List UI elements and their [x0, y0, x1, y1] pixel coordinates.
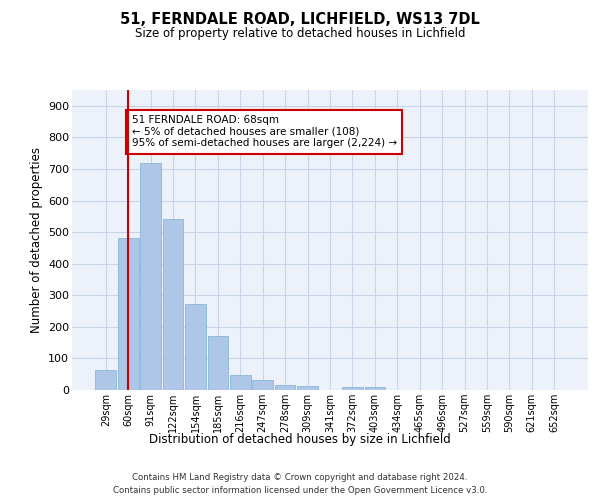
- Bar: [140, 164, 161, 390]
- Y-axis label: Number of detached properties: Number of detached properties: [29, 147, 43, 333]
- Text: Size of property relative to detached houses in Lichfield: Size of property relative to detached ho…: [135, 28, 465, 40]
- Text: Distribution of detached houses by size in Lichfield: Distribution of detached houses by size …: [149, 432, 451, 446]
- Bar: [297, 386, 318, 390]
- Bar: [208, 336, 228, 390]
- Text: 51 FERNDALE ROAD: 68sqm
← 5% of detached houses are smaller (108)
95% of semi-de: 51 FERNDALE ROAD: 68sqm ← 5% of detached…: [131, 116, 397, 148]
- Bar: [95, 370, 116, 390]
- Bar: [118, 238, 139, 390]
- Text: 51, FERNDALE ROAD, LICHFIELD, WS13 7DL: 51, FERNDALE ROAD, LICHFIELD, WS13 7DL: [120, 12, 480, 28]
- Bar: [365, 388, 385, 390]
- Text: Contains HM Land Registry data © Crown copyright and database right 2024.: Contains HM Land Registry data © Crown c…: [132, 472, 468, 482]
- Text: Contains public sector information licensed under the Open Government Licence v3: Contains public sector information licen…: [113, 486, 487, 495]
- Bar: [342, 388, 363, 390]
- Bar: [230, 376, 251, 390]
- Bar: [185, 304, 206, 390]
- Bar: [253, 380, 273, 390]
- Bar: [163, 218, 184, 390]
- Bar: [275, 384, 295, 390]
